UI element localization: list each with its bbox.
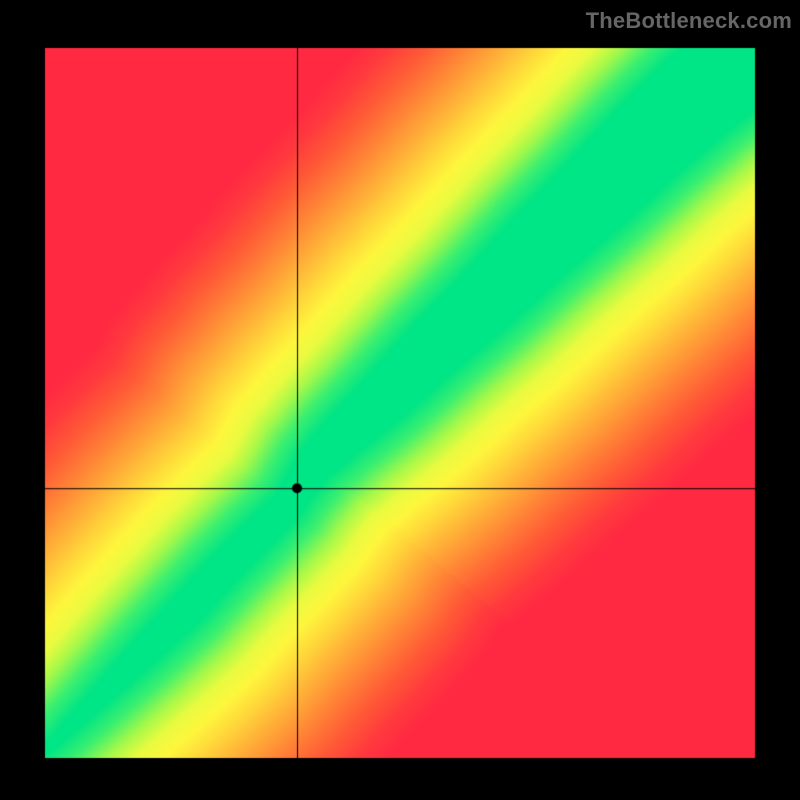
- watermark-text: TheBottleneck.com: [586, 8, 792, 34]
- bottleneck-heatmap: [0, 0, 800, 800]
